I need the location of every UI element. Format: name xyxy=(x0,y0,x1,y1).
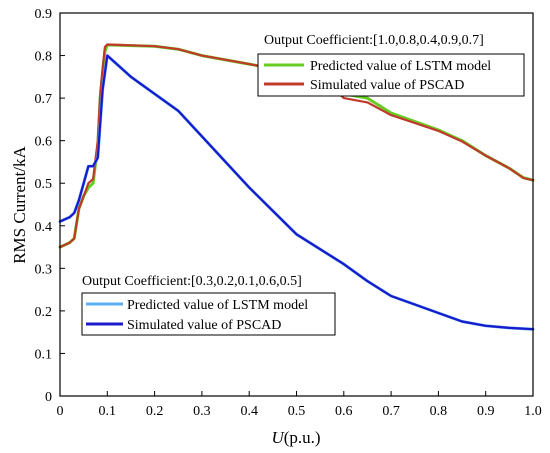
legend-upper-label-predicted: Predicted value of LSTM model xyxy=(310,59,491,74)
y-tick-label: 0.9 xyxy=(35,7,53,22)
x-tick-label: 0 xyxy=(57,404,64,419)
x-tick-label: 0.3 xyxy=(193,404,211,419)
y-tick-label: 0.8 xyxy=(35,50,53,65)
y-tick-label: 0.4 xyxy=(35,220,53,235)
y-tick-label: 0.6 xyxy=(35,135,53,150)
y-tick-label: 0 xyxy=(45,390,52,405)
y-tick-label: 0.7 xyxy=(35,92,53,107)
legend-lower-label-simulated: Simulated value of PSCAD xyxy=(127,318,281,333)
y-axis-title: RMS Current/kA xyxy=(10,145,29,263)
x-tick-label: 0.4 xyxy=(240,404,258,419)
annotation-lower: Output Coefficient:[0.3,0.2,0.1,0.6,0.5] xyxy=(82,274,302,289)
y-tick-label: 0.3 xyxy=(35,262,53,277)
x-axis-title: U(p.u.) xyxy=(271,428,320,447)
legend-upper-label-simulated: Simulated value of PSCAD xyxy=(310,78,464,93)
legend-lower-box xyxy=(81,292,336,336)
series-line-1-1 xyxy=(58,54,535,331)
x-tick-label: 0.6 xyxy=(335,404,353,419)
x-tick-label: 0.7 xyxy=(382,404,400,419)
x-tick-label: 0.2 xyxy=(146,404,164,419)
legend-upper: Predicted value of LSTM model Simulated … xyxy=(257,53,525,97)
legend-lower-label-predicted: Predicted value of LSTM model xyxy=(127,298,308,313)
x-tick-label: 0.5 xyxy=(288,404,306,419)
annotation-upper: Output Coefficient:[1.0,0.8,0.4,0.9,0.7] xyxy=(264,33,484,48)
y-tick-label: 0.2 xyxy=(35,305,53,320)
series-line-0-1 xyxy=(58,43,535,249)
x-axis-title-variable: U xyxy=(271,428,285,447)
x-tick-label: 1.0 xyxy=(524,404,542,419)
ticks-layer: 0 0.1 0.2 0.3 0.4 0.5 0.6 0.7 0.8 0.9 1.0 0 0.1 0.2 0.… xyxy=(35,7,542,419)
y-tick-label: 0.1 xyxy=(35,347,53,362)
legend-lower: Predicted value of LSTM model Simulated … xyxy=(81,292,336,336)
x-tick-label: 0.9 xyxy=(477,404,495,419)
x-axis-title-unit: (p.u.) xyxy=(284,428,321,447)
legend-upper-box xyxy=(257,53,525,97)
y-tick-label: 0.5 xyxy=(35,177,53,192)
x-tick-label: 0.8 xyxy=(430,404,448,419)
series-layer xyxy=(58,43,535,331)
x-tick-label: 0.1 xyxy=(99,404,117,419)
